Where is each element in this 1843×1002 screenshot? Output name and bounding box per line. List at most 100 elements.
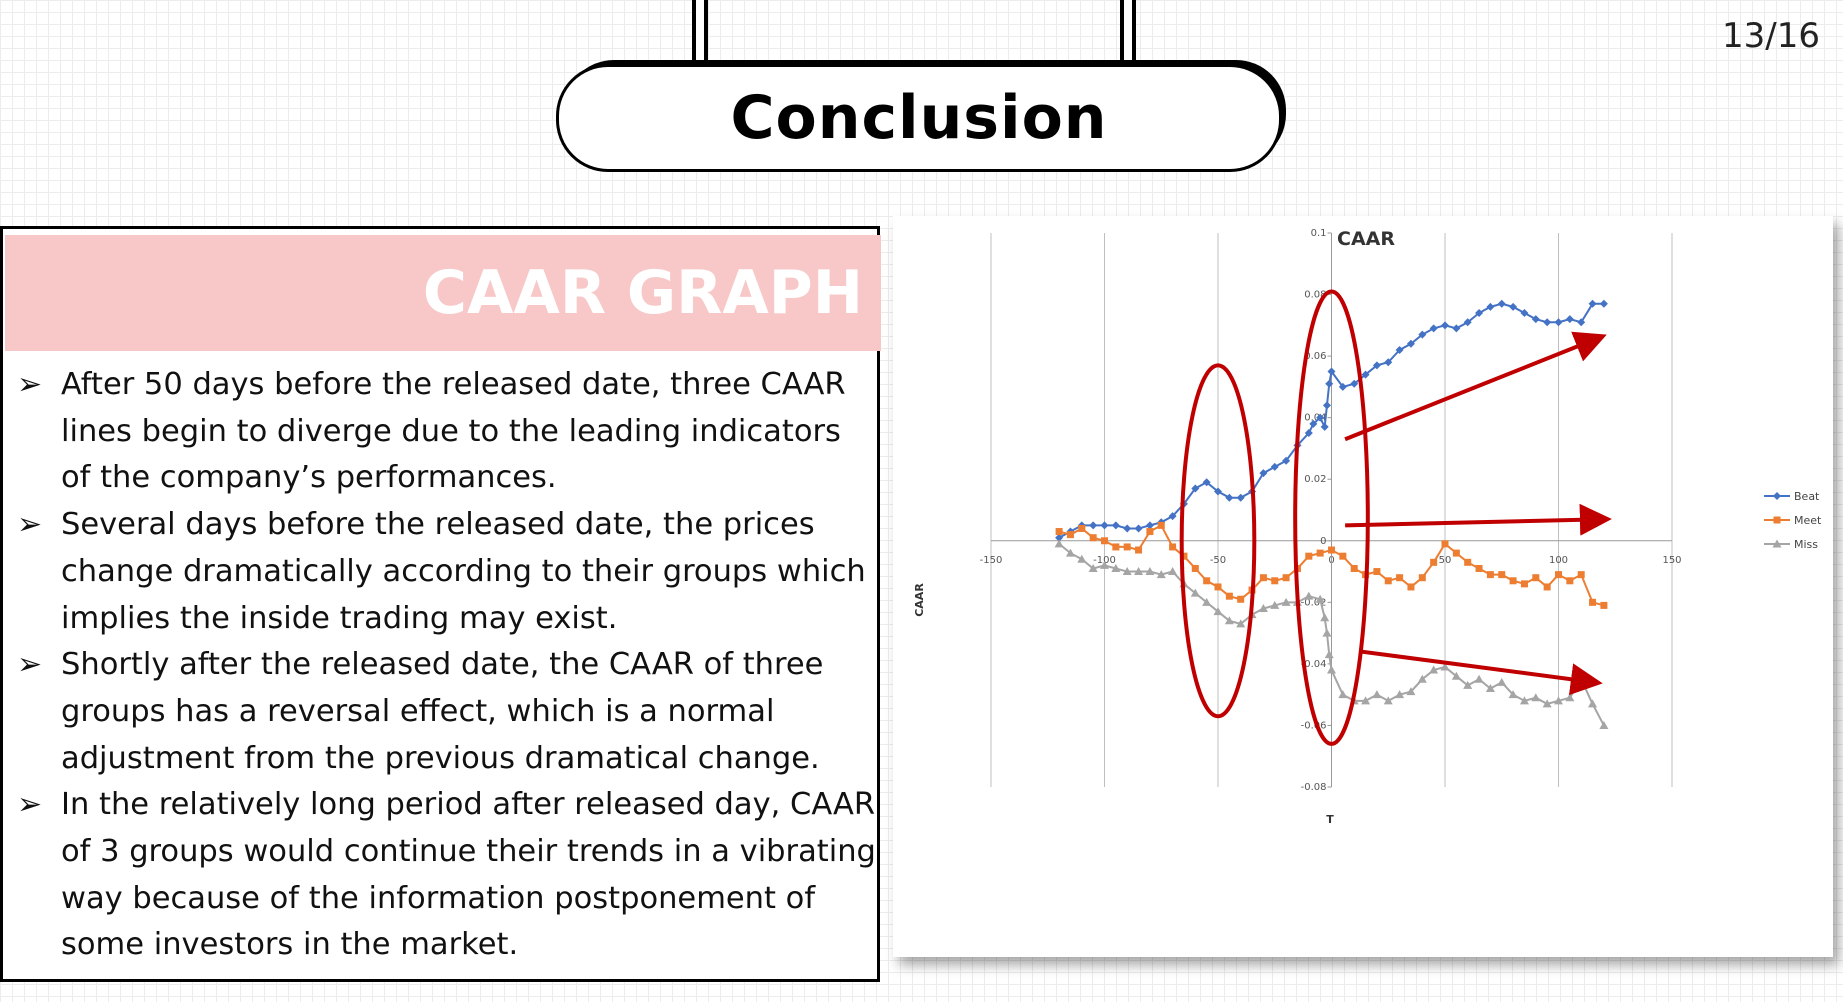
data-point-meet	[1066, 531, 1074, 539]
data-point-meet	[1520, 580, 1528, 588]
data-point-miss	[1429, 665, 1439, 674]
data-point-meet	[1384, 577, 1392, 585]
data-point-beat	[1325, 379, 1334, 388]
y-tick-label: 0.08	[1304, 290, 1326, 301]
data-point-miss	[1322, 628, 1332, 637]
data-point-miss	[1324, 650, 1334, 659]
data-point-beat	[1270, 462, 1279, 471]
data-point-beat	[1543, 318, 1552, 327]
data-point-meet	[1180, 552, 1188, 560]
caar-chart: CAAR CAAR T -150 -100 -50 0 50 100 150 0.1 0.08 0…	[893, 216, 1833, 957]
data-point-miss	[1588, 699, 1598, 708]
data-point-beat	[1475, 309, 1484, 318]
legend-label-beat: Beat	[1794, 490, 1820, 503]
bullet-item: ➢ Several days before the released date, …	[17, 502, 879, 642]
data-point-beat	[1304, 429, 1313, 438]
chart-canvas: CAAR CAAR T -150 -100 -50 0 50 100 150 0.1 0.08 0…	[913, 228, 1822, 826]
data-point-meet	[1214, 583, 1222, 591]
data-point-beat	[1191, 484, 1200, 493]
data-point-miss	[1168, 567, 1178, 576]
data-point-beat	[1282, 456, 1291, 465]
data-point-beat	[1418, 330, 1427, 339]
panel-banner: CAAR GRAPH	[5, 235, 881, 351]
data-point-meet	[1452, 549, 1460, 557]
axes: -150-100-500501001500.10.080.060.040.020…	[980, 228, 1682, 793]
trend-arrow	[1345, 503, 1612, 536]
x-tick-label: 100	[1549, 555, 1568, 566]
data-point-miss	[1134, 567, 1144, 576]
data-point-beat	[1168, 512, 1177, 521]
data-point-meet	[1203, 577, 1211, 585]
data-point-miss	[1088, 563, 1098, 572]
data-point-meet	[1396, 574, 1404, 582]
data-point-meet	[1237, 595, 1245, 603]
data-point-meet	[1577, 571, 1585, 579]
x-axis-label: T	[1326, 813, 1334, 826]
data-point-miss	[1519, 696, 1529, 705]
y-tick-label: 0.04	[1304, 413, 1326, 424]
data-point-beat	[1214, 487, 1222, 496]
data-point-beat	[1361, 370, 1370, 379]
data-point-beat	[1322, 401, 1331, 410]
data-point-miss	[1440, 662, 1450, 671]
data-point-beat	[1463, 318, 1472, 327]
title-frame: Conclusion	[556, 64, 1282, 172]
data-point-beat	[1055, 533, 1064, 542]
x-tick-label: -100	[1093, 555, 1116, 566]
data-point-miss	[1361, 696, 1371, 705]
series-line-miss	[1058, 543, 1605, 726]
data-point-miss	[1451, 671, 1461, 680]
y-tick-label: -0.06	[1301, 720, 1327, 731]
bullet-text: Several days before the released date, t…	[61, 507, 866, 636]
data-point-meet	[1543, 583, 1551, 591]
x-tick-label: -50	[1210, 555, 1226, 566]
data-point-meet	[1112, 543, 1120, 551]
data-point-beat	[1531, 315, 1540, 324]
legend: Beat Meet Miss	[1764, 490, 1822, 551]
data-point-miss	[1463, 680, 1473, 689]
data-point-meet	[1441, 540, 1449, 548]
data-point-meet	[1146, 528, 1154, 536]
bullet-arrow-icon: ➢	[17, 787, 43, 823]
slide-title: Conclusion	[730, 83, 1108, 153]
x-tick-label: 50	[1439, 555, 1452, 566]
bullet-arrow-icon: ➢	[17, 367, 43, 402]
data-point-beat	[1554, 318, 1563, 327]
data-point-meet	[1055, 528, 1063, 536]
data-point-beat	[1309, 419, 1318, 428]
y-tick-label: -0.08	[1301, 782, 1327, 793]
data-point-beat	[1089, 521, 1098, 530]
data-point-miss	[1202, 597, 1212, 606]
data-point-meet	[1123, 543, 1131, 551]
data-point-miss	[1122, 567, 1132, 576]
text-panel: CAAR GRAPH ➢ After 50 days before the rel…	[0, 226, 881, 982]
data-point-meet	[1225, 592, 1233, 600]
data-point-miss	[1599, 720, 1609, 729]
data-point-miss	[1100, 560, 1109, 569]
data-point-miss	[1111, 563, 1121, 572]
trend-arrow	[1344, 331, 1607, 442]
title-hanger-left	[692, 0, 708, 64]
data-point-meet	[1418, 574, 1426, 582]
page-number: 13/16	[1722, 16, 1820, 56]
data-point-miss	[1213, 607, 1223, 616]
data-point-beat	[1123, 524, 1132, 533]
trend-arrow	[1360, 649, 1603, 696]
data-point-miss	[1554, 696, 1563, 705]
data-point-beat	[1509, 302, 1518, 311]
data-point-beat	[1441, 321, 1449, 330]
data-point-beat	[1429, 324, 1438, 333]
data-point-beat	[1225, 493, 1234, 502]
data-point-beat	[1565, 315, 1574, 324]
bullet-arrow-icon: ➢	[17, 647, 43, 683]
y-tick-label: 0.1	[1311, 228, 1327, 239]
data-point-meet	[1373, 568, 1381, 576]
data-point-meet	[1532, 574, 1540, 582]
data-point-miss	[1054, 539, 1064, 548]
data-point-beat	[1406, 339, 1415, 348]
data-point-miss	[1474, 674, 1484, 683]
highlight-ellipse	[1293, 289, 1370, 746]
data-point-beat	[1350, 379, 1359, 388]
data-point-miss	[1270, 600, 1280, 609]
data-point-beat	[1316, 413, 1325, 422]
